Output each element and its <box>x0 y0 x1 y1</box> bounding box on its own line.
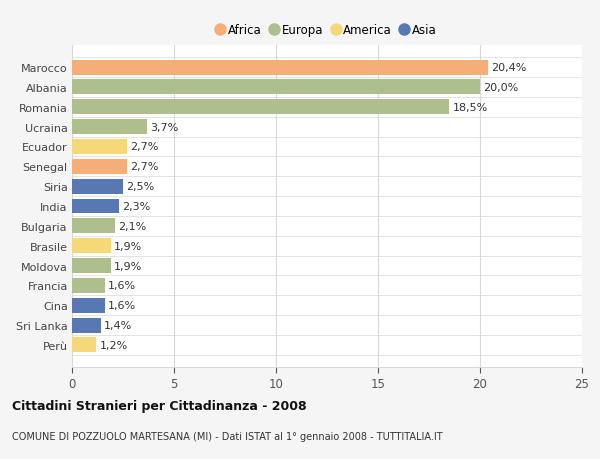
Text: 1,4%: 1,4% <box>104 320 132 330</box>
Bar <box>72 140 127 155</box>
Bar <box>72 239 111 253</box>
Text: 2,7%: 2,7% <box>130 162 158 172</box>
Text: 1,6%: 1,6% <box>108 281 136 291</box>
Text: 1,9%: 1,9% <box>114 261 142 271</box>
Legend: Africa, Europa, America, Asia: Africa, Europa, America, Asia <box>212 20 442 42</box>
Bar <box>72 100 449 115</box>
Bar <box>72 179 123 194</box>
Text: Cittadini Stranieri per Cittadinanza - 2008: Cittadini Stranieri per Cittadinanza - 2… <box>12 399 307 412</box>
Bar <box>72 199 119 214</box>
Bar <box>72 120 148 135</box>
Bar <box>72 61 488 75</box>
Text: 2,1%: 2,1% <box>118 221 146 231</box>
Text: COMUNE DI POZZUOLO MARTESANA (MI) - Dati ISTAT al 1° gennaio 2008 - TUTTITALIA.I: COMUNE DI POZZUOLO MARTESANA (MI) - Dati… <box>12 431 443 442</box>
Bar <box>72 278 104 293</box>
Text: 2,5%: 2,5% <box>126 182 154 192</box>
Text: 1,2%: 1,2% <box>100 340 128 350</box>
Bar <box>72 160 127 174</box>
Bar <box>72 298 104 313</box>
Text: 3,7%: 3,7% <box>151 123 179 132</box>
Bar <box>72 258 111 274</box>
Text: 20,4%: 20,4% <box>491 63 527 73</box>
Bar <box>72 338 97 353</box>
Bar <box>72 219 115 234</box>
Bar <box>72 80 480 95</box>
Text: 18,5%: 18,5% <box>452 102 488 112</box>
Text: 1,6%: 1,6% <box>108 301 136 311</box>
Text: 2,7%: 2,7% <box>130 142 158 152</box>
Bar <box>72 318 101 333</box>
Text: 2,3%: 2,3% <box>122 202 150 212</box>
Text: 1,9%: 1,9% <box>114 241 142 251</box>
Text: 20,0%: 20,0% <box>483 83 518 93</box>
